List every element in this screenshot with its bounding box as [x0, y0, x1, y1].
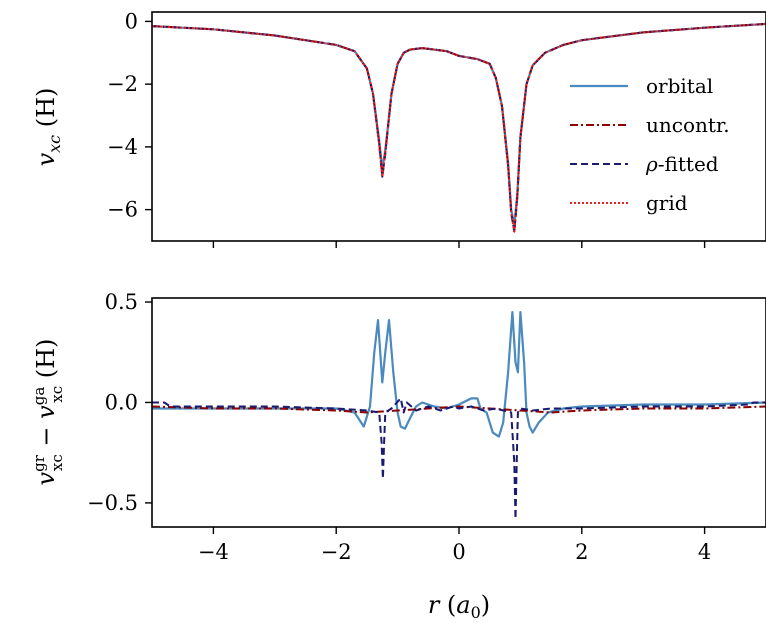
bottom-series-fitted-line: [152, 397, 766, 520]
top-series-lines: [152, 22, 766, 233]
bottom-y-tick-label: 0.5: [105, 290, 138, 314]
legend: orbital uncontr. ρ-fitted grid: [570, 74, 730, 215]
top-x-ticks: [212, 241, 706, 248]
panel-bottom: 0.5 0.0 −0.5 −4 −2 0 2 4 vgrxc − vgaxc (H) r (…: [30, 290, 766, 622]
bottom-series-orbital-line: [152, 311, 766, 438]
bottom-plot-frame: [151, 297, 766, 528]
bottom-y-tick-label: −0.5: [87, 491, 138, 515]
bottom-y-ticks: 0.5 0.0 −0.5: [87, 290, 152, 515]
bottom-y-axis-label: vgrxc − vgaxc (H): [30, 339, 66, 486]
legend-label-fitted: ρ-fitted: [645, 152, 719, 176]
panel-top: 0 −2 −4 −6 vxc (H) orbital uncontr. ρ-fitted g…: [32, 9, 766, 248]
x-tick-label: −4: [198, 540, 229, 564]
legend-label-uncontr: uncontr.: [646, 113, 730, 137]
top-y-ticks: 0 −2 −4 −6: [107, 9, 152, 222]
legend-label-orbital: orbital: [646, 74, 713, 98]
x-axis-label: r (a0): [428, 591, 490, 622]
x-tick-label: −2: [321, 540, 352, 564]
top-y-tick-label: −2: [107, 72, 138, 96]
top-y-tick-label: −4: [107, 135, 138, 159]
legend-label-grid: grid: [646, 191, 688, 215]
top-y-tick-label: 0: [125, 9, 138, 33]
x-tick-label: 4: [698, 540, 711, 564]
bottom-series-uncontr-line: [152, 405, 766, 414]
x-tick-label: 2: [575, 540, 588, 564]
top-series-fitted-line: [152, 22, 766, 233]
top-y-axis-label: vxc (H): [32, 88, 64, 167]
bottom-y-tick-label: 0.0: [105, 390, 138, 414]
top-y-tick-label: −6: [107, 198, 138, 222]
bottom-x-ticks: −4 −2 0 2 4: [198, 527, 711, 564]
bottom-series-lines: [152, 311, 766, 520]
x-tick-label: 0: [452, 540, 465, 564]
